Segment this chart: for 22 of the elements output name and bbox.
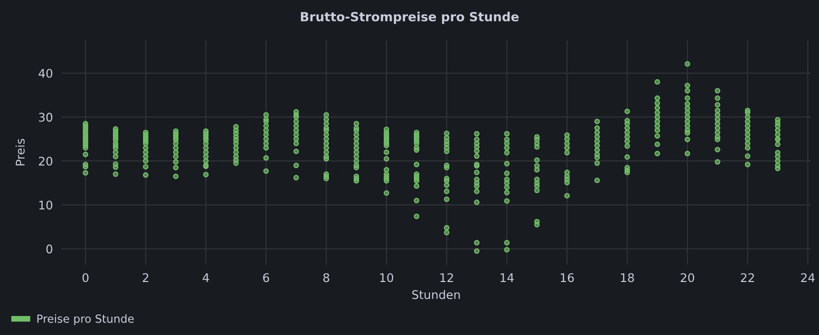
x-tick-label: 0 <box>82 273 88 282</box>
x-axis-title: Stunden <box>412 290 460 300</box>
x-tick-label: 4 <box>202 273 209 282</box>
y-tick-label: 10 <box>39 200 52 210</box>
x-tick-label: 8 <box>323 273 330 282</box>
x-tick-label: 2 <box>142 273 148 282</box>
x-tick-label: 20 <box>680 273 694 282</box>
y-tick-label: 30 <box>38 112 52 122</box>
chart-title: Brutto-Strompreise pro Stunde <box>300 12 519 24</box>
x-tick-label: 12 <box>440 273 453 282</box>
x-tick-label: 6 <box>263 273 270 282</box>
x-tick-label: 10 <box>380 273 394 282</box>
legend-label: Preise pro Stunde <box>37 314 134 325</box>
y-tick-label: 20 <box>38 156 52 166</box>
x-tick-label: 24 <box>801 273 815 282</box>
y-tick-label: 40 <box>38 68 52 78</box>
x-tick-label: 22 <box>740 273 754 282</box>
x-tick-label: 14 <box>500 273 514 282</box>
y-tick-label: 0 <box>46 244 52 254</box>
x-tick-label: 16 <box>560 273 574 282</box>
x-tick-label: 18 <box>621 273 634 282</box>
y-axis-title: Preis <box>16 138 25 166</box>
